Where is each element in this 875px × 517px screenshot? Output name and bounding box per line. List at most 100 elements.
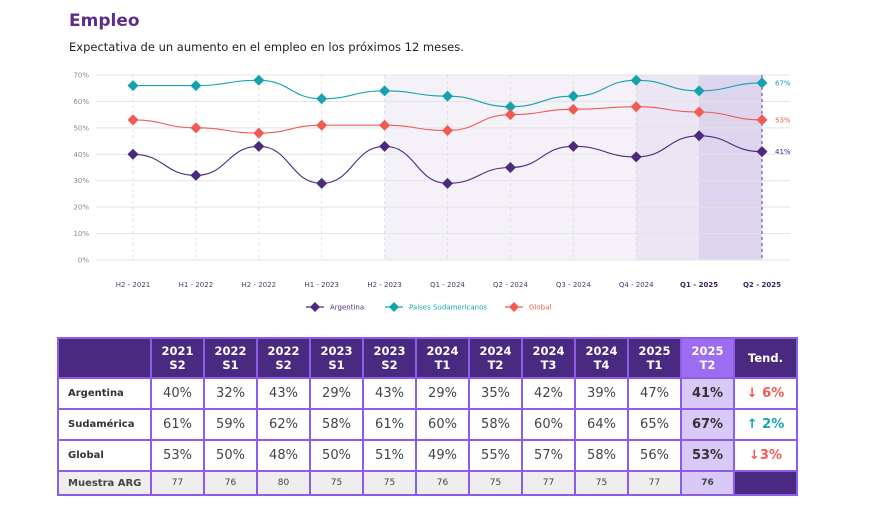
end-label-argentina: 41% (775, 148, 791, 156)
x-tick-label: Q2 - 2024 (493, 281, 528, 289)
x-tick-label: Q1 - 2025 (680, 281, 718, 289)
data-point-argentina (379, 140, 391, 152)
table-cell: 60% (415, 408, 470, 441)
table-cell: 61% (150, 408, 205, 441)
table-cell: 53% (150, 439, 205, 472)
x-tick-label: Q4 - 2024 (619, 281, 654, 289)
column-header-year: 2023 (320, 344, 353, 358)
column-header-period: T4 (593, 358, 610, 372)
table-cell: 32% (203, 377, 258, 410)
table-cell: 50% (203, 439, 258, 472)
data-table: 2021 S2 2022 S1 2022 S2 2023 S1 2023 S2 2024 T1 2024… (57, 337, 798, 496)
column-header-period: S2 (169, 358, 186, 372)
y-tick-label: 50% (73, 124, 89, 132)
x-tick-label: Q3 - 2024 (556, 281, 591, 289)
column-header-period: S1 (328, 358, 345, 372)
data-point-sudamerica (756, 77, 768, 89)
data-point-argentina (504, 162, 516, 173)
sample-cell: 77 (150, 470, 205, 496)
table-header-row: 2021 S2 2022 S1 2022 S2 2023 S1 2023 S2 2024 T1 2024… (57, 337, 798, 379)
data-point-sudamerica (379, 85, 391, 97)
data-point-global (693, 106, 705, 118)
line-chart: 0% 10% 20% 30% 40% 50% 60% 70% 41% 67% 53% H2 - 2… (73, 72, 791, 312)
legend-label-sudamerica: Países Sudamericanos (409, 304, 487, 312)
column-header: 2022 S1 (203, 337, 258, 379)
table-corner-cell (57, 337, 152, 379)
data-point-argentina (190, 169, 202, 181)
column-header: 2023 S1 (309, 337, 364, 379)
sample-cell: 76 (415, 470, 470, 496)
sample-cell: 75 (309, 470, 364, 496)
x-tick-label: H1 - 2023 (304, 281, 339, 289)
trend-cell: ↑ 2% (733, 408, 798, 441)
legend-label-argentina: Argentina (330, 304, 364, 312)
table-cell: 64% (574, 408, 629, 441)
table-cell: 56% (627, 439, 682, 472)
data-point-sudamerica (442, 90, 453, 102)
data-point-sudamerica (567, 90, 579, 102)
data-point-global (379, 119, 391, 131)
y-tick-label: 60% (73, 98, 89, 106)
trend-cell: ↓3% (733, 439, 798, 472)
table-cell: 40% (150, 377, 205, 410)
column-header: 2021 S2 (150, 337, 205, 379)
empty-trend-cell (733, 470, 798, 496)
table-cell: 51% (362, 439, 417, 472)
table-row: Global 53% 50% 48% 50% 51% 49% 55% 57% 58% 56% 53% ↓… (57, 439, 798, 472)
column-header-year: 2021 (161, 344, 194, 358)
data-point-argentina (630, 151, 642, 163)
column-header: 2025 T1 (627, 337, 682, 379)
table-cell: 39% (574, 377, 629, 410)
data-point-argentina (756, 146, 768, 158)
sample-row: Muestra ARG 77 76 80 75 75 76 75 77 75 77 76 (57, 470, 798, 496)
table-cell: 29% (309, 377, 364, 410)
data-point-global (567, 103, 579, 115)
data-point-global (504, 109, 516, 121)
legend-label-global: Global (529, 304, 551, 312)
column-header-year: 2024 (585, 344, 618, 358)
table-cell: 67% (680, 408, 735, 441)
sample-cell: 76 (203, 470, 258, 496)
shaded-region-dark (699, 75, 762, 260)
y-tick-label: 0% (78, 257, 89, 265)
sample-cell: 76 (680, 470, 735, 496)
column-header-year: 2024 (426, 344, 459, 358)
data-point-sudamerica (504, 101, 516, 113)
page-subtitle: Expectativa de un aumento en el empleo e… (69, 40, 464, 54)
data-point-global (190, 122, 202, 134)
x-tick-label: H2 - 2023 (367, 281, 402, 289)
table-cell: 43% (256, 377, 311, 410)
x-tick-label: H1 - 2022 (179, 281, 214, 289)
table-cell: 58% (574, 439, 629, 472)
column-header: 2024 T2 (468, 337, 523, 379)
table-cell: 48% (256, 439, 311, 472)
trend-column-header: Tend. (733, 337, 798, 379)
y-tick-label: 40% (73, 151, 89, 159)
column-header: 2024 T3 (521, 337, 576, 379)
column-header: 2025 T2 (680, 337, 735, 379)
page-title: Empleo (69, 11, 140, 31)
trend-cell: ↓ 6% (733, 377, 798, 410)
column-header-year: 2022 (214, 344, 247, 358)
table-row: Argentina 40% 32% 43% 29% 43% 29% 35% 42% 39% 47% 4… (57, 377, 798, 410)
column-header-period: S2 (275, 358, 292, 372)
y-tick-label: 30% (73, 177, 89, 185)
column-header-year: 2025 (638, 344, 671, 358)
data-point-sudamerica (630, 74, 642, 86)
column-header-year: 2025 (691, 344, 724, 358)
data-point-global (630, 101, 642, 113)
data-point-global (756, 114, 768, 126)
column-header-year: 2023 (373, 344, 406, 358)
table-cell: 53% (680, 439, 735, 472)
table-cell: 43% (362, 377, 417, 410)
column-header-year: 2024 (532, 344, 565, 358)
table-cell: 61% (362, 408, 417, 441)
data-point-global (316, 119, 328, 131)
row-label: Sudamérica (57, 408, 152, 441)
y-tick-label: 70% (73, 72, 89, 80)
column-header-period: T2 (699, 358, 716, 372)
data-point-global (442, 125, 453, 136)
legend-marker-global (509, 302, 519, 312)
sample-cell: 80 (256, 470, 311, 496)
sample-cell: 75 (468, 470, 523, 496)
